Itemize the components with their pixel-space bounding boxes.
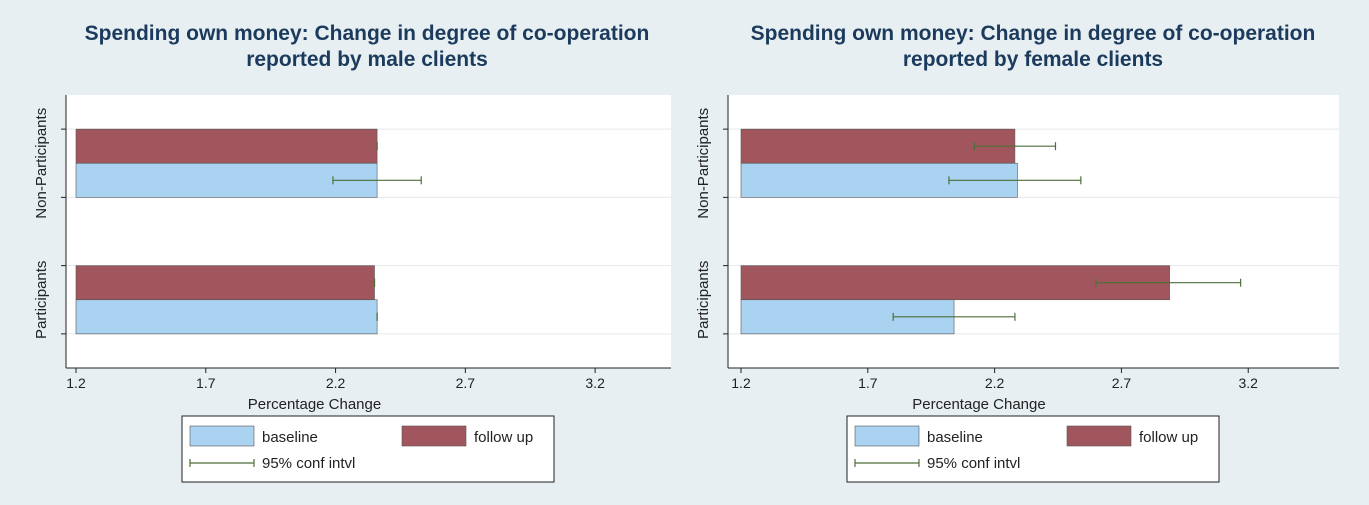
bar-follow-up bbox=[740, 128, 1016, 164]
legend-swatch-baseline bbox=[854, 425, 920, 447]
bar-follow-up bbox=[75, 128, 378, 164]
x-tick-label: 2.2 bbox=[326, 375, 346, 391]
legend: baseline follow up 95% conf intvl bbox=[181, 415, 555, 483]
chart-title: Spending own money: Change in degree of … bbox=[751, 22, 1316, 45]
ci-whisker bbox=[973, 142, 1057, 151]
x-tick-label: 2.2 bbox=[985, 375, 1005, 391]
chart-title: Spending own money: Change in degree of … bbox=[85, 22, 650, 45]
chart-panel-2: Spending own money: Change in degree of … bbox=[695, 22, 1339, 483]
ci-whisker bbox=[332, 176, 422, 185]
x-tick-label: 3.2 bbox=[1238, 375, 1258, 391]
ci-whisker bbox=[948, 176, 1082, 185]
y-tick-label: Participants bbox=[695, 261, 712, 339]
x-tick-label: 1.2 bbox=[66, 375, 86, 391]
y-tick-label: Non-Participants bbox=[33, 108, 50, 219]
x-tick-label: 2.7 bbox=[1112, 375, 1132, 391]
x-tick-label: 1.7 bbox=[196, 375, 216, 391]
legend: baseline follow up 95% conf intvl bbox=[846, 415, 1220, 483]
legend-swatch-follow-up bbox=[1066, 425, 1132, 447]
legend-label-ci: 95% conf intvl bbox=[927, 455, 1020, 472]
x-axis-title: Percentage Change bbox=[912, 396, 1045, 413]
x-axis-title: Percentage Change bbox=[248, 396, 381, 413]
x-tick-label: 2.7 bbox=[456, 375, 476, 391]
y-tick-label: Non-Participants bbox=[695, 108, 712, 219]
bar-baseline bbox=[75, 162, 378, 198]
x-tick-label: 1.2 bbox=[731, 375, 751, 391]
legend-swatch-baseline bbox=[189, 425, 255, 447]
legend-label-baseline: baseline bbox=[927, 429, 983, 446]
bar-baseline bbox=[75, 299, 378, 335]
ci-whisker bbox=[1095, 278, 1242, 287]
chart-subtitle: reported by male clients bbox=[246, 48, 488, 71]
legend-label-baseline: baseline bbox=[262, 429, 318, 446]
y-tick-label: Participants bbox=[33, 261, 50, 339]
legend-label-follow-up: follow up bbox=[1139, 429, 1198, 446]
legend-swatch-follow-up bbox=[401, 425, 467, 447]
x-tick-label: 3.2 bbox=[585, 375, 605, 391]
legend-label-follow-up: follow up bbox=[474, 429, 533, 446]
ci-whisker bbox=[892, 312, 1016, 321]
chart-subtitle: reported by female clients bbox=[903, 48, 1163, 71]
legend-label-ci: 95% conf intvl bbox=[262, 455, 355, 472]
bar-follow-up bbox=[75, 265, 375, 301]
chart-panel-1: Spending own money: Change in degree of … bbox=[33, 22, 671, 483]
x-tick-label: 1.7 bbox=[858, 375, 878, 391]
